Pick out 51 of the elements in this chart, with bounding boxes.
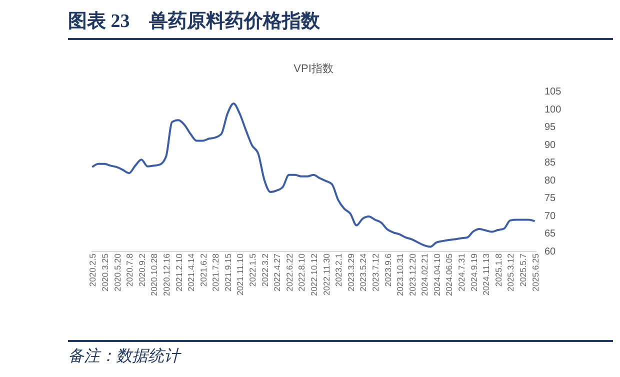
x-tick-label: 2024.02.21 bbox=[420, 253, 430, 296]
x-tick-label: 2020.12.16 bbox=[161, 253, 172, 296]
y-tick-label: 105 bbox=[544, 86, 562, 98]
x-tick-label: 2020.7.8 bbox=[124, 253, 135, 287]
x-tick-label: 2024.06.05 bbox=[444, 253, 454, 296]
y-tick-label: 100 bbox=[544, 104, 562, 116]
chart-subtitle: VPI指数 bbox=[294, 63, 334, 75]
x-tick-label: 2025.6.25 bbox=[530, 253, 540, 292]
x-tick-label: 2024.9.19 bbox=[468, 253, 479, 292]
y-tick-label: 60 bbox=[544, 246, 556, 258]
y-tick-label: 75 bbox=[544, 193, 556, 204]
y-tick-label: 95 bbox=[544, 122, 556, 134]
x-tick-label: 2021.2.10 bbox=[174, 253, 184, 292]
x-tick-label: 2023.3.29 bbox=[346, 253, 356, 292]
x-tick-label: 2020.2.5 bbox=[88, 253, 98, 287]
x-tick-label: 2022.8.10 bbox=[296, 253, 307, 292]
line-series bbox=[91, 102, 536, 248]
y-tick-label: 65 bbox=[544, 228, 556, 240]
y-tick-label: 90 bbox=[544, 140, 556, 151]
x-tick-label: 2020.5.20 bbox=[112, 253, 122, 292]
chart-title: 图表 23 兽药原料药价格指数 bbox=[68, 8, 613, 40]
y-tick-label: 85 bbox=[544, 158, 556, 169]
x-tick-label: 2020.9.2 bbox=[136, 253, 147, 287]
x-tick-label: 2024.11.13 bbox=[481, 253, 492, 296]
x-tick-label: 2024.04.10 bbox=[432, 253, 442, 296]
x-tick-label: 2023.7.12 bbox=[370, 253, 380, 292]
x-tick-label: 2022.3.2 bbox=[260, 253, 270, 287]
x-tick-label: 2022.11.30 bbox=[321, 253, 332, 296]
x-tick-label: 2023.2.1 bbox=[334, 253, 344, 287]
x-tick-label: 2024.7.31 bbox=[456, 253, 467, 292]
x-tick-label: 2025.3.12 bbox=[506, 253, 516, 292]
x-tick-label: 2020.3.25 bbox=[100, 253, 110, 292]
x-tick-label: 2023.12.20 bbox=[407, 253, 418, 296]
x-tick-label: 2023.10.31 bbox=[395, 253, 406, 296]
x-tick-label: 2023.5.24 bbox=[358, 253, 368, 292]
x-tick-label: 2022.10.12 bbox=[309, 253, 319, 296]
x-tick-label: 2025.5.7 bbox=[518, 253, 528, 287]
x-tick-label: 2021.9.15 bbox=[222, 253, 233, 292]
x-tick-label: 2021.4.14 bbox=[186, 253, 196, 292]
x-tick-label: 2025.1.8 bbox=[493, 253, 504, 287]
x-tick-label: 2022.6.22 bbox=[284, 253, 294, 292]
x-tick-label: 2023.9.6 bbox=[382, 253, 393, 287]
x-tick-label: 2022.1.5 bbox=[248, 253, 258, 287]
x-tick-label: 2021.6.2 bbox=[198, 253, 208, 287]
x-tick-label: 2021.7.28 bbox=[210, 253, 221, 292]
y-tick-label: 70 bbox=[544, 210, 556, 222]
y-tick-label: 80 bbox=[544, 175, 556, 186]
x-tick-label: 2020.10.28 bbox=[149, 253, 160, 296]
text: 备注：数据统计 bbox=[68, 340, 613, 367]
x-tick-label: 2021.11.10 bbox=[235, 253, 246, 296]
x-tick-label: 2022.4.27 bbox=[272, 253, 282, 292]
